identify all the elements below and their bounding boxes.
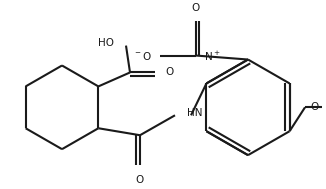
Text: $^-$O: $^-$O (133, 50, 152, 62)
Text: O: O (165, 67, 173, 77)
Text: O: O (192, 3, 200, 13)
Text: O: O (310, 102, 318, 112)
Text: N$^+$: N$^+$ (204, 50, 221, 63)
Text: HO: HO (98, 38, 114, 48)
Text: O: O (136, 175, 144, 185)
Text: HN: HN (187, 108, 202, 118)
